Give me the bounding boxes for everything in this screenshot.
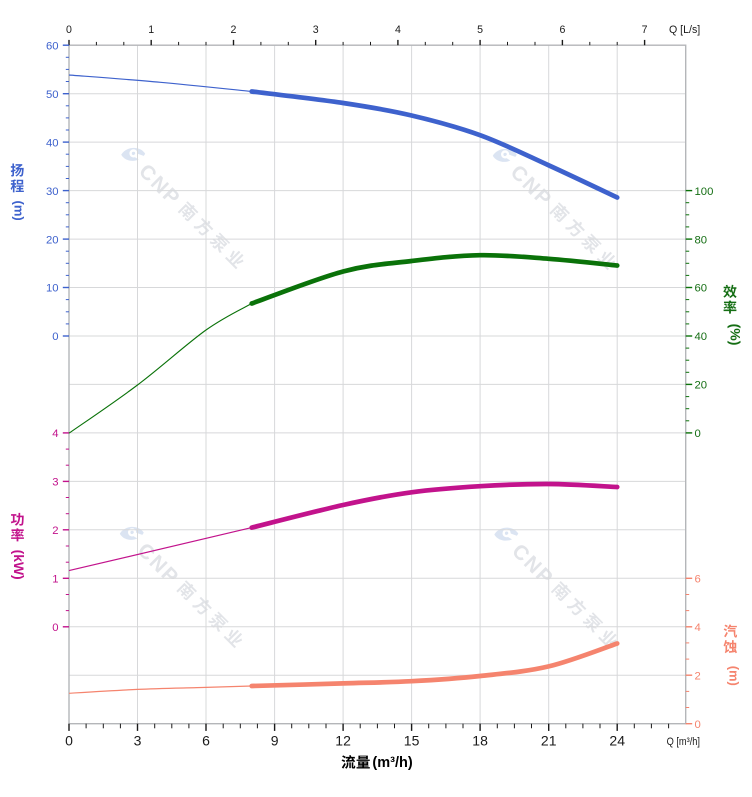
svg-text:50: 50 xyxy=(46,89,59,101)
svg-text:2: 2 xyxy=(52,525,58,537)
svg-text:40: 40 xyxy=(46,137,59,149)
svg-text:4: 4 xyxy=(52,428,58,440)
svg-text:6: 6 xyxy=(559,24,565,36)
svg-text:2: 2 xyxy=(231,24,237,36)
svg-text:3: 3 xyxy=(313,24,319,36)
svg-text:20: 20 xyxy=(46,234,59,246)
svg-text:0: 0 xyxy=(65,732,73,748)
svg-text:0: 0 xyxy=(66,24,72,36)
svg-text:80: 80 xyxy=(695,234,708,246)
svg-text:6: 6 xyxy=(202,732,210,748)
svg-text:100: 100 xyxy=(695,186,714,198)
svg-text:0: 0 xyxy=(52,331,58,343)
svg-text:1: 1 xyxy=(148,24,154,36)
svg-text:30: 30 xyxy=(46,186,59,198)
svg-text:(m): (m) xyxy=(12,201,27,221)
svg-text:0: 0 xyxy=(695,428,701,440)
svg-text:5: 5 xyxy=(477,24,483,36)
svg-text:60: 60 xyxy=(695,283,708,295)
svg-text:1: 1 xyxy=(52,574,58,586)
svg-text:20: 20 xyxy=(695,380,708,392)
svg-text:0: 0 xyxy=(695,719,701,731)
svg-text:24: 24 xyxy=(609,732,625,748)
svg-text:2: 2 xyxy=(695,670,701,682)
svg-text:3: 3 xyxy=(134,732,142,748)
svg-text:(%): (%) xyxy=(727,324,743,346)
svg-text:60: 60 xyxy=(46,40,59,52)
svg-text:15: 15 xyxy=(404,732,420,748)
svg-text:Q [m³/h]: Q [m³/h] xyxy=(667,736,700,748)
svg-text:0: 0 xyxy=(52,622,58,634)
svg-text:(kW): (kW) xyxy=(11,550,27,580)
svg-text:18: 18 xyxy=(472,732,488,748)
svg-text:21: 21 xyxy=(541,732,557,748)
svg-text:40: 40 xyxy=(695,331,708,343)
svg-text:(m): (m) xyxy=(727,666,742,686)
svg-text:3: 3 xyxy=(52,477,58,489)
svg-text:6: 6 xyxy=(695,574,701,586)
svg-text:4: 4 xyxy=(695,622,701,634)
svg-text:(m³/h): (m³/h) xyxy=(372,755,412,771)
svg-text:Q [L/s]: Q [L/s] xyxy=(669,24,700,36)
svg-text:10: 10 xyxy=(46,283,59,295)
svg-text:4: 4 xyxy=(395,24,401,36)
svg-text:12: 12 xyxy=(335,732,351,748)
svg-text:9: 9 xyxy=(271,732,279,748)
svg-text:7: 7 xyxy=(642,24,648,36)
